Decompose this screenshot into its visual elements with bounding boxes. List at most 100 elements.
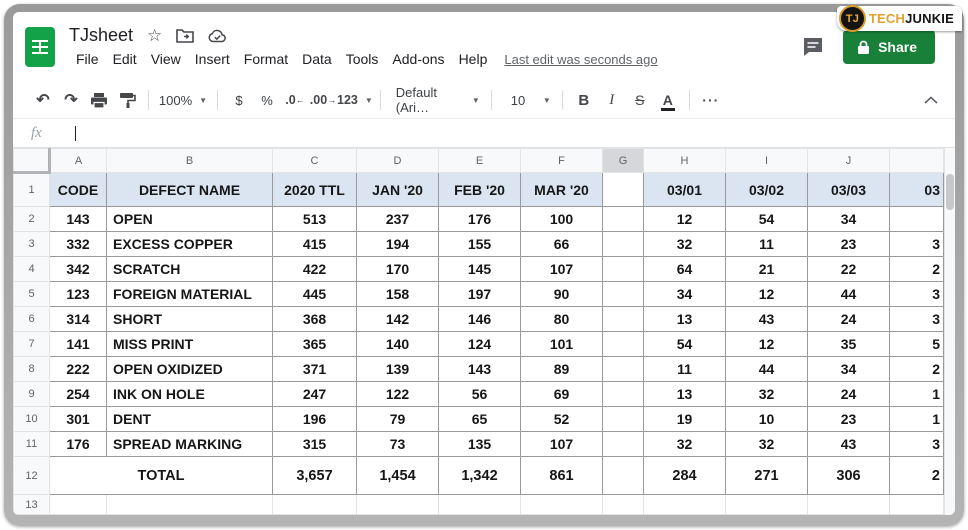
cell[interactable] bbox=[602, 206, 644, 232]
selected-cell-G1[interactable] bbox=[602, 172, 644, 207]
cell[interactable]: 24 bbox=[807, 306, 890, 332]
cell[interactable]: 342 bbox=[49, 256, 107, 282]
cell[interactable]: 445 bbox=[272, 281, 357, 307]
vertical-scrollbar[interactable] bbox=[944, 148, 955, 515]
cell[interactable]: 197 bbox=[438, 281, 521, 307]
cell[interactable]: 332 bbox=[49, 231, 107, 257]
row-header[interactable]: 1 bbox=[13, 172, 50, 207]
paint-format-icon[interactable] bbox=[113, 86, 141, 114]
cell[interactable]: EXCESS COPPER bbox=[106, 231, 273, 257]
redo-icon[interactable]: ↷ bbox=[64, 92, 78, 109]
cell[interactable]: 10 bbox=[725, 406, 808, 432]
bold-button[interactable]: B bbox=[578, 91, 590, 109]
cell[interactable]: 23 bbox=[807, 231, 890, 257]
cell[interactable]: 32 bbox=[725, 431, 808, 457]
cell[interactable] bbox=[602, 281, 644, 307]
cloud-saved-icon[interactable] bbox=[208, 29, 227, 43]
cell[interactable]: 3,657 bbox=[272, 456, 357, 495]
cell[interactable] bbox=[602, 431, 644, 457]
col-header-G[interactable]: G bbox=[602, 148, 644, 173]
cell[interactable] bbox=[602, 331, 644, 357]
undo-icon[interactable]: ↶ bbox=[36, 92, 50, 109]
row-header[interactable]: 10 bbox=[13, 406, 50, 432]
collapse-toolbar-icon[interactable] bbox=[917, 86, 945, 114]
cell[interactable]: 176 bbox=[49, 431, 107, 457]
row-header[interactable]: 6 bbox=[13, 306, 50, 332]
cell[interactable]: 143 bbox=[49, 206, 107, 232]
cell[interactable]: 861 bbox=[520, 456, 603, 495]
menu-file[interactable]: File bbox=[76, 51, 99, 67]
select-all-corner[interactable] bbox=[13, 148, 51, 174]
cell[interactable] bbox=[602, 306, 644, 332]
cell[interactable]: 271 bbox=[725, 456, 808, 495]
cell[interactable]: 24 bbox=[807, 381, 890, 407]
cell[interactable] bbox=[602, 456, 644, 495]
cell[interactable]: 176 bbox=[438, 206, 521, 232]
cell[interactable]: INK ON HOLE bbox=[106, 381, 273, 407]
cell[interactable] bbox=[438, 494, 521, 515]
cell[interactable]: 145 bbox=[438, 256, 521, 282]
cell[interactable]: 90 bbox=[520, 281, 603, 307]
cell[interactable]: 44 bbox=[725, 356, 808, 382]
cell[interactable]: 43 bbox=[807, 431, 890, 457]
cell[interactable]: 143 bbox=[438, 356, 521, 382]
col-header-F[interactable]: F bbox=[520, 148, 603, 173]
cell[interactable]: 54 bbox=[725, 206, 808, 232]
cell[interactable] bbox=[106, 494, 273, 515]
cell[interactable]: 122 bbox=[356, 381, 439, 407]
cell[interactable]: 12 bbox=[643, 206, 726, 232]
row-header[interactable]: 7 bbox=[13, 331, 50, 357]
cell[interactable]: 1 bbox=[889, 381, 944, 407]
cell[interactable]: 19 bbox=[643, 406, 726, 432]
cell[interactable]: 3 bbox=[889, 231, 944, 257]
row-header[interactable]: 11 bbox=[13, 431, 50, 457]
col-header-E[interactable]: E bbox=[438, 148, 521, 173]
cell[interactable]: 306 bbox=[807, 456, 890, 495]
cell[interactable]: DEFECT NAME bbox=[106, 172, 273, 207]
cell[interactable]: 03 bbox=[889, 172, 944, 207]
strikethrough-button[interactable]: S bbox=[635, 92, 645, 108]
cell[interactable]: 79 bbox=[356, 406, 439, 432]
row-header[interactable]: 2 bbox=[13, 206, 50, 232]
cell[interactable] bbox=[602, 356, 644, 382]
menu-view[interactable]: View bbox=[150, 51, 181, 67]
cell[interactable]: 371 bbox=[272, 356, 357, 382]
cell[interactable]: 32 bbox=[725, 381, 808, 407]
col-header-J[interactable]: J bbox=[807, 148, 890, 173]
share-button[interactable]: Share bbox=[843, 30, 935, 64]
cell[interactable]: 22 bbox=[807, 256, 890, 282]
cell-total-label[interactable]: TOTAL bbox=[49, 456, 273, 495]
cell[interactable]: 11 bbox=[643, 356, 726, 382]
cell[interactable]: 107 bbox=[520, 256, 603, 282]
cell[interactable]: DENT bbox=[106, 406, 273, 432]
menu-format[interactable]: Format bbox=[243, 51, 289, 67]
cell[interactable]: 2 bbox=[889, 356, 944, 382]
cell[interactable] bbox=[602, 256, 644, 282]
col-header-B[interactable]: B bbox=[106, 148, 273, 173]
cell[interactable]: 89 bbox=[520, 356, 603, 382]
cell[interactable]: OPEN bbox=[106, 206, 273, 232]
cell[interactable]: 54 bbox=[643, 331, 726, 357]
cell[interactable]: 365 bbox=[272, 331, 357, 357]
cell[interactable]: 196 bbox=[272, 406, 357, 432]
cell[interactable]: 03/03 bbox=[807, 172, 890, 207]
more-toolbar-button[interactable]: ··· bbox=[702, 92, 720, 108]
cell[interactable]: 314 bbox=[49, 306, 107, 332]
cell[interactable] bbox=[602, 231, 644, 257]
font-size-select[interactable]: 10 ▼ bbox=[510, 92, 551, 108]
menu-tools[interactable]: Tools bbox=[345, 51, 379, 67]
cell[interactable]: 124 bbox=[438, 331, 521, 357]
cell[interactable]: 2 bbox=[889, 456, 944, 495]
cell[interactable] bbox=[272, 494, 357, 515]
cell[interactable]: 11 bbox=[725, 231, 808, 257]
cell[interactable] bbox=[602, 381, 644, 407]
cell[interactable]: 100 bbox=[520, 206, 603, 232]
cell[interactable]: CODE bbox=[49, 172, 107, 207]
cell[interactable]: 12 bbox=[725, 281, 808, 307]
cell[interactable]: 34 bbox=[807, 356, 890, 382]
italic-button[interactable]: I bbox=[609, 91, 615, 108]
cell[interactable]: 34 bbox=[807, 206, 890, 232]
cell[interactable]: 32 bbox=[643, 431, 726, 457]
col-header-K[interactable] bbox=[889, 148, 944, 173]
col-header-I[interactable]: I bbox=[725, 148, 808, 173]
